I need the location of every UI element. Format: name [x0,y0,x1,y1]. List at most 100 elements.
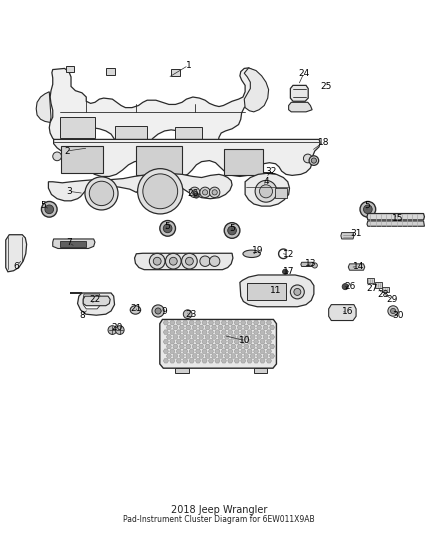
Text: 4: 4 [264,177,270,186]
Text: 18: 18 [318,138,329,147]
Polygon shape [134,253,233,270]
Polygon shape [83,294,101,309]
Polygon shape [240,275,314,307]
Polygon shape [83,296,110,306]
Circle shape [155,308,161,314]
Polygon shape [36,92,51,123]
Bar [176,127,201,142]
Circle shape [304,154,312,163]
Polygon shape [53,140,320,176]
Circle shape [312,263,318,268]
Text: 16: 16 [342,307,353,316]
Circle shape [200,256,210,266]
Circle shape [163,224,172,233]
Circle shape [311,158,317,163]
Circle shape [166,253,181,269]
Circle shape [364,205,372,214]
Circle shape [283,269,288,274]
Text: 7: 7 [66,238,72,247]
Circle shape [116,326,124,334]
Circle shape [202,190,208,195]
Bar [136,146,182,175]
Text: 12: 12 [283,251,294,260]
Polygon shape [6,235,27,272]
Bar [171,69,180,76]
Circle shape [342,284,348,289]
Bar [106,68,116,75]
Bar [262,172,272,177]
Polygon shape [49,68,260,149]
Text: 26: 26 [344,282,355,291]
Circle shape [212,190,217,195]
Polygon shape [367,214,424,220]
Polygon shape [289,102,312,112]
Text: 25: 25 [320,82,331,91]
Text: 24: 24 [298,69,310,78]
Bar [382,287,389,292]
Circle shape [309,156,319,165]
Text: 20: 20 [111,323,122,332]
Circle shape [194,193,199,198]
Bar [66,66,74,71]
Text: 8: 8 [79,311,85,320]
Bar [254,368,267,374]
Circle shape [108,326,117,334]
Polygon shape [328,305,356,320]
Circle shape [192,190,197,195]
Text: 5: 5 [364,201,370,210]
Text: 26: 26 [187,189,198,198]
Circle shape [290,285,304,299]
Polygon shape [53,239,95,248]
Text: 31: 31 [350,229,362,238]
Bar [60,241,86,247]
Text: 27: 27 [367,284,378,293]
Circle shape [138,168,183,214]
Circle shape [209,187,220,198]
Text: 1: 1 [186,61,191,70]
Bar [275,188,287,198]
Circle shape [182,253,197,269]
Text: 10: 10 [239,336,251,345]
Polygon shape [348,264,365,270]
Polygon shape [290,85,308,101]
Circle shape [388,306,398,316]
Polygon shape [367,221,424,226]
Polygon shape [244,68,268,112]
Text: 15: 15 [392,214,403,223]
Ellipse shape [145,184,171,195]
Bar [367,278,374,284]
Circle shape [89,181,114,206]
Bar [224,149,263,175]
Circle shape [360,201,376,217]
Circle shape [294,288,301,295]
Circle shape [42,201,57,217]
Bar [115,126,147,142]
Polygon shape [301,262,314,266]
Text: 22: 22 [89,295,101,304]
Bar [61,146,103,173]
Circle shape [170,257,177,265]
Text: 28: 28 [377,289,389,298]
Text: 17: 17 [283,267,294,276]
Text: 32: 32 [265,167,277,176]
Polygon shape [160,319,276,368]
Text: 3: 3 [66,187,72,196]
Circle shape [149,253,165,269]
Circle shape [189,187,200,198]
Text: 5: 5 [40,201,46,210]
Polygon shape [341,232,354,239]
Text: 14: 14 [353,262,364,271]
Text: 11: 11 [270,286,281,295]
Polygon shape [70,293,115,315]
Bar [375,282,382,288]
Circle shape [224,223,240,238]
Text: 13: 13 [305,260,316,268]
Circle shape [153,257,161,265]
Bar [176,368,188,374]
Circle shape [143,174,178,209]
Circle shape [255,180,277,202]
Text: 30: 30 [392,311,404,320]
Bar [60,117,95,139]
Circle shape [200,187,210,198]
Circle shape [45,205,53,214]
